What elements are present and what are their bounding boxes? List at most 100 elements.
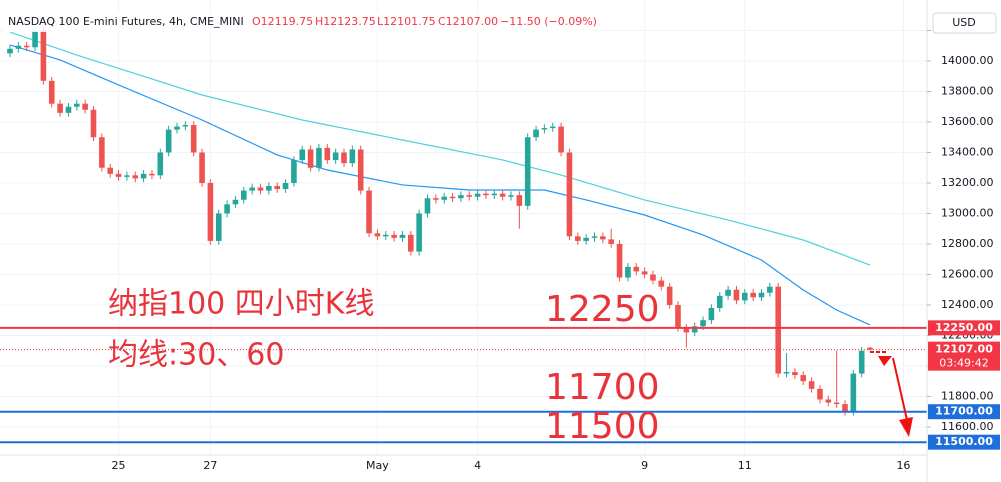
candle-body <box>833 402 840 405</box>
y-tick-label: 13800.00 <box>941 84 994 97</box>
ohlc-open: O12119.75 <box>252 15 313 28</box>
price-label: 12250.00 <box>935 321 993 334</box>
candle-body <box>466 195 473 197</box>
arrow-head <box>899 417 913 437</box>
candle-body <box>408 234 414 252</box>
axis: 11600.0011800.0012000.0012200.0012400.00… <box>112 23 1000 472</box>
price-label-bg <box>928 320 1000 336</box>
candle-body <box>516 195 523 206</box>
currency-label[interactable]: USD <box>952 16 976 29</box>
candle-body <box>641 271 648 275</box>
price-label-bg <box>928 434 1000 450</box>
candle-body <box>850 373 857 412</box>
candle-body <box>600 236 606 240</box>
candle-body <box>708 308 715 321</box>
annotation: 12250 <box>545 289 660 330</box>
candle-body <box>341 152 347 164</box>
candle-body <box>74 103 80 107</box>
candle-body <box>257 187 264 191</box>
price-label: 11700.00 <box>935 405 993 418</box>
x-tick-label: 16 <box>896 459 910 472</box>
candle-body <box>758 292 765 298</box>
candle-body <box>424 198 431 214</box>
currency-button[interactable]: USD <box>932 12 997 34</box>
change: −11.50 (−0.09%) <box>500 15 597 28</box>
candle-body <box>608 239 614 244</box>
candle-body <box>625 266 631 278</box>
candle-body <box>591 236 598 238</box>
candle-body <box>140 173 147 179</box>
x-tick-label: 9 <box>641 459 648 472</box>
candle-body <box>157 152 164 176</box>
candle-body <box>716 295 723 309</box>
candle-body <box>675 304 681 328</box>
candle-body <box>7 48 13 54</box>
candle-body <box>165 129 172 153</box>
candle-body <box>558 126 564 153</box>
candle-body <box>700 320 706 327</box>
plot <box>0 26 927 444</box>
annotation: 纳指100 四小时K线 <box>108 287 374 322</box>
candle-body <box>575 236 581 241</box>
candle-body <box>241 190 247 200</box>
price-label-bg <box>928 404 1000 420</box>
candle-body <box>391 234 397 238</box>
candle-body <box>299 149 306 161</box>
candle-body <box>650 274 656 281</box>
currency-box[interactable] <box>932 12 997 34</box>
candle-body <box>817 388 823 400</box>
candle-body <box>224 204 230 214</box>
candle-body <box>382 234 389 237</box>
candle-body <box>524 137 531 206</box>
candle-body <box>583 237 589 241</box>
annotation: 11500 <box>545 406 660 447</box>
candle-body <box>783 372 790 374</box>
candle-body <box>825 399 832 403</box>
candle-body <box>767 286 773 293</box>
candle-body <box>666 286 673 305</box>
candle-body <box>324 147 331 161</box>
ohlc-low: L12101.75 <box>377 15 436 28</box>
candle-body <box>842 404 848 412</box>
x-tick-label: 11 <box>738 459 752 472</box>
y-tick-label: 11800.00 <box>941 389 994 402</box>
candle-body <box>633 266 640 272</box>
arrow-head <box>878 356 892 366</box>
candle-body <box>867 347 873 350</box>
candle-body <box>541 128 548 130</box>
candle-body <box>733 289 740 301</box>
candle-body <box>775 286 781 374</box>
last-price-label: 12107.00 <box>935 343 993 356</box>
red-arrow <box>870 351 913 437</box>
x-tick-label: 4 <box>474 459 481 472</box>
candle-body <box>107 167 113 174</box>
y-tick-label: 14000.00 <box>941 54 994 67</box>
y-tick-label: 13600.00 <box>941 115 994 128</box>
candle-body <box>215 213 222 241</box>
candle-body <box>499 193 506 197</box>
candle-body <box>616 243 623 278</box>
header: NASDAQ 100 E-mini Futures, 4h, CME_MINI … <box>4 12 597 32</box>
y-tick-label: 11600.00 <box>941 420 994 433</box>
y-tick-label: 13000.00 <box>941 206 994 219</box>
moving-average <box>9 31 871 266</box>
candle-body <box>15 45 22 49</box>
last-price-bg <box>928 341 1000 371</box>
arrow-line <box>892 357 908 421</box>
candle-body <box>266 186 272 191</box>
candle-body <box>174 126 180 130</box>
candle-body <box>566 152 573 237</box>
candle-body <box>307 149 314 168</box>
header-bg <box>4 12 592 32</box>
candle-body <box>207 182 214 241</box>
candle-body <box>433 198 439 200</box>
y-tick-label: 12800.00 <box>941 237 994 250</box>
annotation: 11700 <box>545 367 660 408</box>
candle-body <box>149 173 155 176</box>
candle-body <box>48 80 55 104</box>
candle-body <box>792 372 798 376</box>
candle-body <box>115 173 122 177</box>
